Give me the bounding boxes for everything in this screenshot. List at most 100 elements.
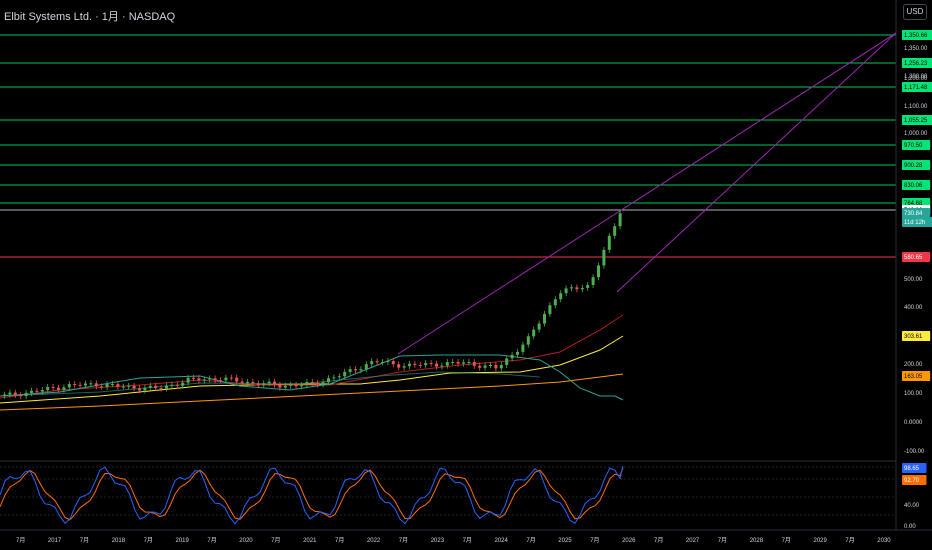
candle [310, 381, 314, 383]
candle [235, 377, 239, 382]
level-badge-bg [902, 180, 931, 190]
candle [73, 384, 77, 386]
candle [84, 383, 87, 386]
price-tick: 1,350.00 [904, 46, 928, 52]
time-label: 7月 [207, 537, 216, 544]
price-tick: 1,000.00 [904, 131, 928, 137]
osc-tick: 0.00 [904, 524, 916, 530]
candle [89, 383, 93, 385]
price-tick: 500.00 [904, 277, 923, 283]
time-label: 2028 [750, 538, 764, 544]
candle [580, 287, 584, 290]
candle [100, 386, 104, 388]
time-label: 7月 [335, 537, 344, 544]
candle [472, 362, 476, 366]
candle [445, 362, 449, 366]
candles [3, 210, 622, 400]
candle [57, 387, 60, 390]
countdown-badge-bg [902, 217, 932, 227]
time-label: 2019 [176, 538, 190, 544]
candle [305, 381, 309, 386]
time-label: 7月 [16, 537, 25, 544]
candle [256, 383, 260, 386]
candle [337, 376, 341, 378]
time-label: 2023 [431, 538, 445, 544]
candle [13, 392, 17, 395]
price-tick: 0.0000 [904, 420, 923, 426]
candle [62, 387, 66, 390]
price-tick: 400.00 [904, 305, 923, 311]
candle [46, 386, 50, 391]
candle [478, 365, 482, 368]
candle [35, 390, 39, 392]
level-badge-bg [902, 58, 932, 68]
candle [607, 235, 611, 250]
time-label: 7月 [399, 537, 408, 544]
ma-badge: 303.61 [904, 334, 923, 340]
level-badge-bg [902, 252, 931, 262]
candle [192, 377, 195, 379]
time-label: 7月 [526, 537, 535, 544]
candle [332, 377, 336, 379]
candle [343, 371, 347, 377]
time-label: 2017 [48, 538, 62, 544]
candle [354, 369, 357, 371]
candle [267, 381, 271, 384]
candle [94, 383, 98, 387]
candle [186, 377, 190, 383]
candle [78, 384, 82, 386]
candle [138, 388, 141, 391]
trend-lines [397, 32, 897, 355]
time-label: 7月 [845, 537, 854, 544]
level-badge-bg [902, 30, 932, 40]
candle [3, 394, 6, 396]
candle [170, 384, 174, 386]
candle [429, 363, 433, 365]
stoch-k-line [0, 465, 624, 525]
candle [208, 378, 212, 380]
candle [575, 287, 579, 290]
candle [111, 384, 114, 386]
candle [148, 385, 152, 388]
candle [602, 249, 606, 266]
candle [300, 385, 303, 387]
ma-teal [0, 354, 624, 401]
time-label: 7月 [144, 537, 153, 544]
candle [262, 383, 266, 386]
time-label: 2026 [622, 538, 636, 544]
candle [494, 364, 498, 369]
ma-badge-bg [902, 371, 931, 381]
current-price-badge-bg [902, 208, 931, 218]
candle [289, 384, 293, 386]
stoch-k-badge: 98.65 [904, 466, 920, 472]
price-tick: 1,300.00 [904, 74, 928, 80]
candle [67, 384, 71, 388]
price-tick: 200.00 [904, 362, 923, 368]
candle [537, 323, 541, 330]
countdown-badge: 11d 12h [904, 220, 925, 226]
candle [51, 386, 55, 388]
candle [121, 386, 125, 388]
time-label: 2024 [495, 538, 509, 544]
candle [591, 277, 595, 286]
time-label: 2030 [877, 538, 891, 544]
currency-button[interactable]: USD [903, 4, 927, 20]
level-badge: 1,350.66 [904, 33, 928, 39]
candle [278, 384, 282, 388]
stochastic-oscillator [0, 465, 896, 525]
time-label: 2018 [112, 538, 126, 544]
time-label: 2027 [686, 538, 700, 544]
candle [246, 381, 249, 383]
level-badge: 1,171.48 [904, 85, 928, 91]
candle [24, 392, 28, 397]
candle [526, 336, 530, 345]
stoch-k-badge-bg [902, 463, 927, 473]
stoch-d-badge: 92.70 [904, 478, 920, 484]
ma-orange [0, 373, 624, 411]
time-label: 7月 [271, 537, 280, 544]
candle [397, 364, 401, 368]
candle [219, 380, 222, 382]
ma-badge: 163.05 [904, 374, 923, 380]
time-label: 7月 [590, 537, 599, 544]
